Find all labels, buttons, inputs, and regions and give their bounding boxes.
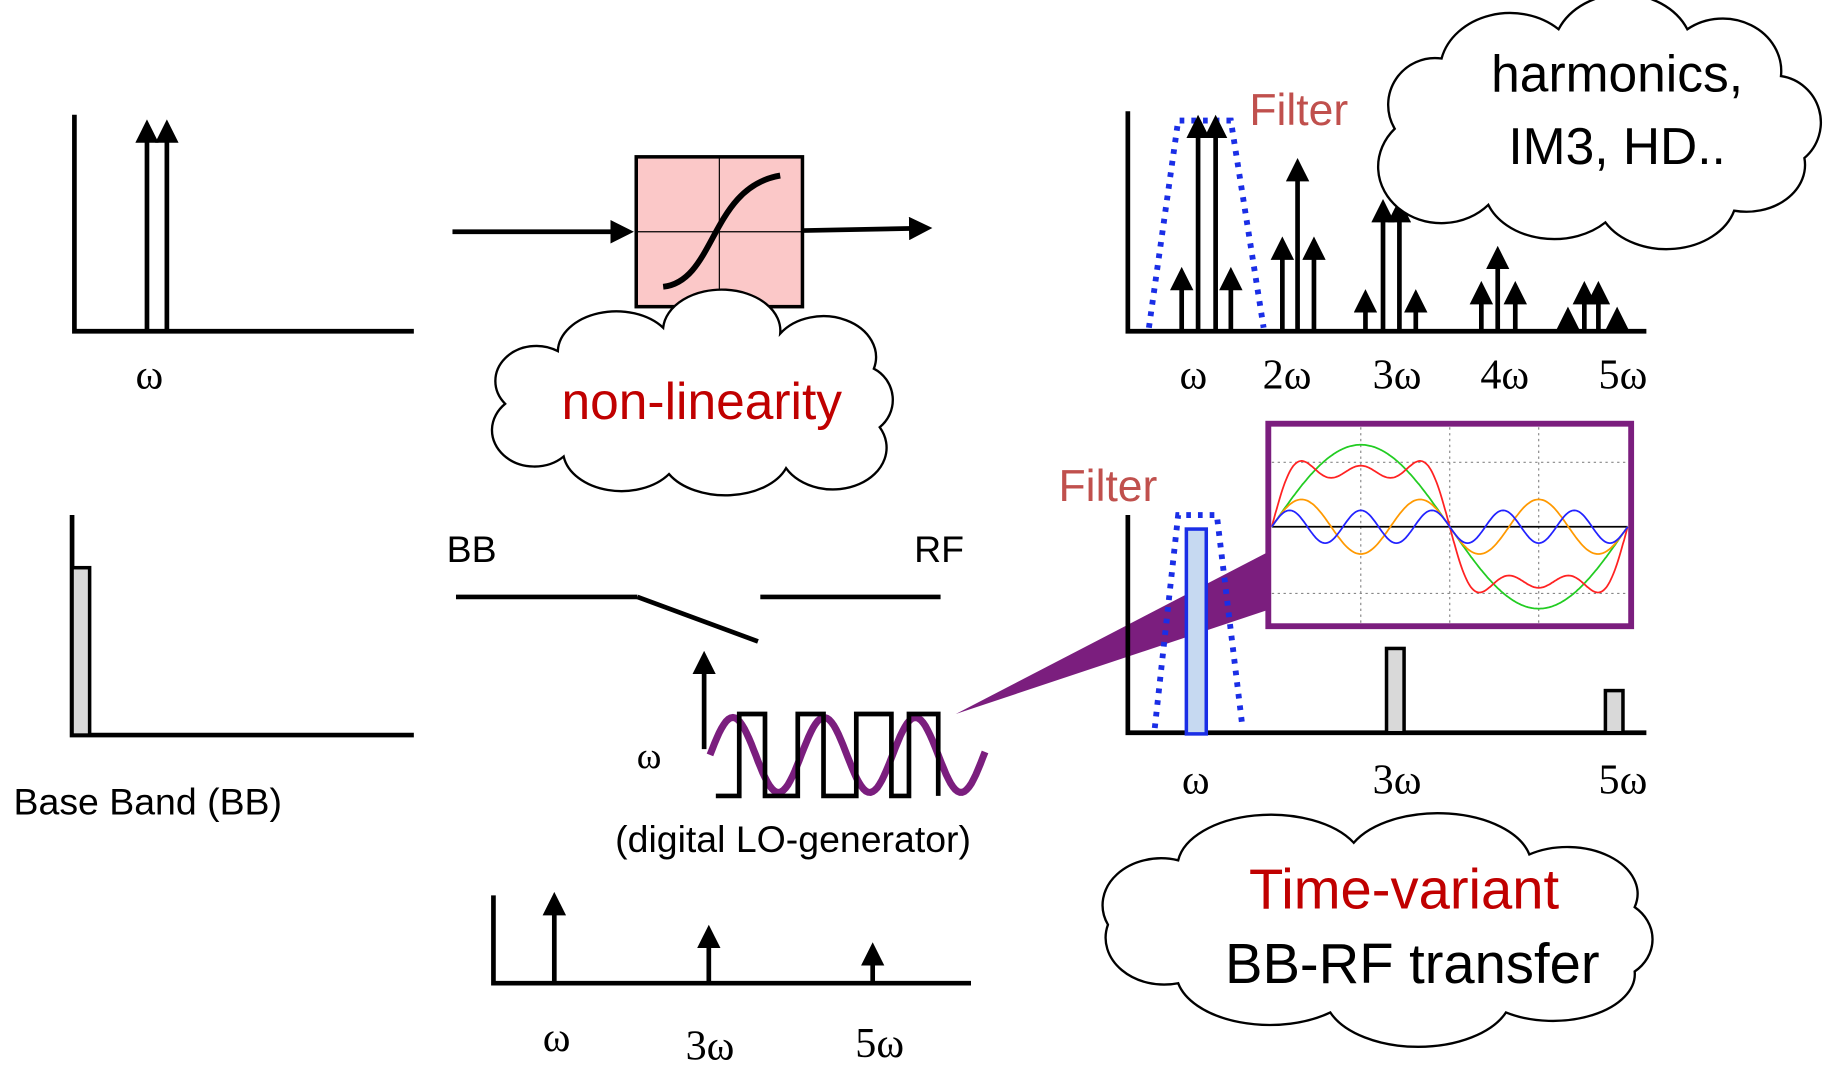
nonlinear-block: non-linearity: [452, 155, 933, 497]
label: Base Band (BB): [14, 781, 282, 823]
label: (digital LO-generator): [615, 818, 971, 860]
bottom-output-spectrum: Filter ω 3ω 5ω: [1059, 462, 1648, 804]
top-output-spectrum: Filter ω 2ω 3ω 4ω 5ω harmonics, IM3, HD.…: [1125, 0, 1823, 399]
label: harmonics,: [1491, 44, 1743, 102]
label: ω: [543, 1014, 571, 1061]
label: 4ω: [1480, 352, 1529, 399]
time-variant-cloud: Time-variant BB-RF transfer: [1101, 812, 1654, 1048]
label: 2ω: [1263, 352, 1312, 399]
label: Filter: [1059, 462, 1158, 511]
label: 5ω: [855, 1020, 904, 1067]
label: 3ω: [1373, 352, 1422, 399]
label: 5ω: [1599, 352, 1648, 399]
lo-spectrum: ω 3ω 5ω: [491, 891, 972, 1069]
label: RF: [914, 528, 964, 570]
label: 3ω: [1373, 757, 1422, 804]
inset-line: [1271, 509, 1629, 544]
label: BB: [447, 528, 497, 570]
label: ω: [1180, 352, 1208, 399]
bottom-input-spectrum: Base Band (BB): [14, 515, 414, 823]
label: 5ω: [1599, 757, 1648, 804]
label: IM3, HD..: [1508, 117, 1725, 175]
label: 3ω: [686, 1022, 735, 1069]
label: ω: [135, 352, 163, 399]
label: non-linearity: [562, 372, 843, 430]
label: Filter: [1249, 86, 1348, 135]
waveform-inset: [1265, 420, 1635, 630]
mixer-switch: BB RF ω (digital LO-generator): [447, 528, 1272, 860]
label: BB-RF transfer: [1225, 932, 1600, 995]
top-input-spectrum: ω: [72, 114, 414, 399]
label: Time-variant: [1249, 857, 1559, 920]
label: ω: [637, 736, 662, 777]
label: ω: [1182, 757, 1210, 804]
